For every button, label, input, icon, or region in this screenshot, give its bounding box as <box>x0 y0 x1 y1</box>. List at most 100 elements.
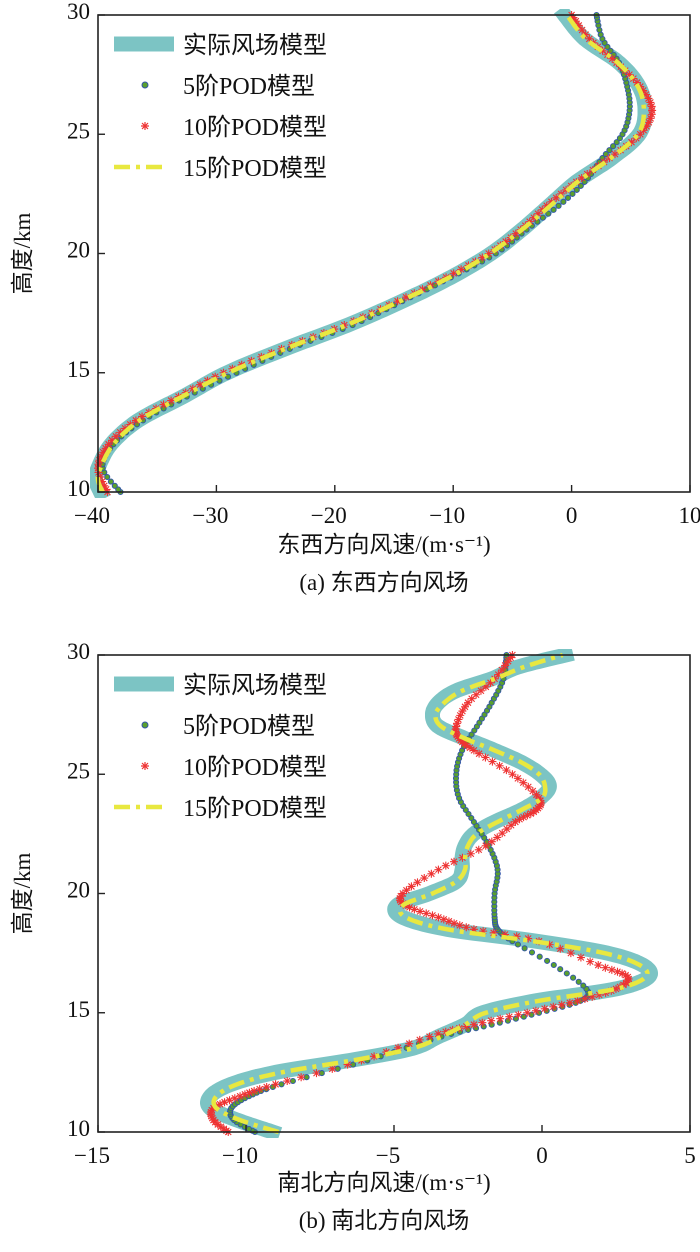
series-line <box>95 13 647 493</box>
data-point <box>487 1016 496 1025</box>
data-point <box>515 815 524 824</box>
data-point <box>469 1020 478 1029</box>
y-tick-label: 30 <box>67 639 90 664</box>
data-point <box>102 485 111 494</box>
chart-caption: (a) 东西方向风场 <box>299 570 468 595</box>
data-point <box>613 139 620 146</box>
legend-label: 实际风场模型 <box>183 672 327 699</box>
data-point <box>539 214 546 221</box>
data-point <box>625 70 634 79</box>
data-point <box>98 477 107 486</box>
data-point <box>395 894 404 903</box>
data-point <box>495 761 504 770</box>
data-point <box>428 911 437 920</box>
data-point <box>131 416 140 425</box>
legend-swatch <box>141 762 149 770</box>
data-point <box>644 94 653 103</box>
data-point <box>484 249 493 258</box>
data-point <box>478 1018 487 1027</box>
data-point <box>519 813 528 822</box>
data-point <box>450 919 459 928</box>
data-point <box>502 766 511 775</box>
data-point <box>465 1026 472 1033</box>
data-point <box>531 1006 540 1015</box>
series-asterisk-markers <box>94 11 657 496</box>
data-point <box>496 1014 505 1023</box>
legend-swatch <box>141 122 149 130</box>
data-point <box>236 1092 245 1101</box>
data-point <box>456 711 465 720</box>
data-point <box>452 722 461 731</box>
data-point <box>595 990 604 999</box>
data-point <box>560 198 567 205</box>
data-point <box>255 1085 264 1094</box>
legend-item: 实际风场模型 <box>114 672 327 699</box>
data-point <box>464 698 472 707</box>
data-point <box>415 1035 424 1044</box>
data-point <box>581 30 590 39</box>
legend-item: 10阶POD模型 <box>141 754 327 781</box>
data-point <box>410 905 419 914</box>
data-point <box>401 293 410 302</box>
data-point <box>528 787 537 796</box>
data-point <box>580 982 587 989</box>
data-point <box>126 420 135 429</box>
y-tick-label: 15 <box>67 997 90 1022</box>
data-point <box>526 809 535 818</box>
data-point <box>262 1082 271 1091</box>
legend-label: 5阶POD模型 <box>183 73 315 100</box>
y-axis-label: 高度/km <box>10 213 35 295</box>
data-point <box>420 874 429 883</box>
y-tick-label: 10 <box>67 1116 90 1141</box>
data-point <box>536 953 543 960</box>
data-point <box>441 861 450 870</box>
data-point <box>462 1022 471 1031</box>
data-point <box>452 730 461 739</box>
data-point <box>209 1116 218 1125</box>
x-tick-label: −5 <box>376 1143 400 1168</box>
data-point <box>487 837 496 846</box>
series-thick-line <box>90 9 653 498</box>
chart-caption: (b) 南北方向风场 <box>299 1208 470 1233</box>
legend-label: 5阶POD模型 <box>183 713 315 740</box>
data-point <box>605 154 614 163</box>
data-point <box>594 961 603 970</box>
data-point <box>460 702 469 711</box>
data-point <box>453 719 462 728</box>
data-point <box>422 909 431 918</box>
data-point <box>108 436 117 445</box>
x-axis-label: 东西方向风速/(m·s⁻¹) <box>277 532 490 557</box>
data-point <box>457 265 466 274</box>
data-point <box>613 967 622 976</box>
data-point <box>513 774 522 783</box>
data-point <box>208 1114 217 1123</box>
data-point <box>479 927 488 936</box>
data-point <box>206 1108 215 1117</box>
data-point <box>100 481 109 490</box>
data-point <box>340 321 349 330</box>
data-point <box>216 1100 225 1109</box>
data-point <box>529 213 538 222</box>
data-point <box>494 670 503 679</box>
series-line <box>211 652 650 1135</box>
data-point <box>458 707 467 716</box>
y-tick-label: 20 <box>67 878 90 903</box>
data-point <box>633 78 642 87</box>
data-point <box>222 1126 231 1135</box>
data-point <box>508 770 517 779</box>
data-point <box>512 932 521 941</box>
data-point <box>245 1088 254 1097</box>
data-point <box>469 746 478 755</box>
data-point <box>540 1004 549 1013</box>
data-point <box>524 934 533 943</box>
data-point <box>552 193 561 202</box>
legend-item: 实际风场模型 <box>114 32 327 59</box>
data-point <box>566 949 575 958</box>
data-point <box>196 380 205 389</box>
data-point <box>604 43 611 50</box>
data-point <box>501 661 510 670</box>
data-point <box>573 186 580 193</box>
data-point <box>505 1012 514 1021</box>
data-point <box>498 829 507 838</box>
data-point <box>393 297 402 306</box>
